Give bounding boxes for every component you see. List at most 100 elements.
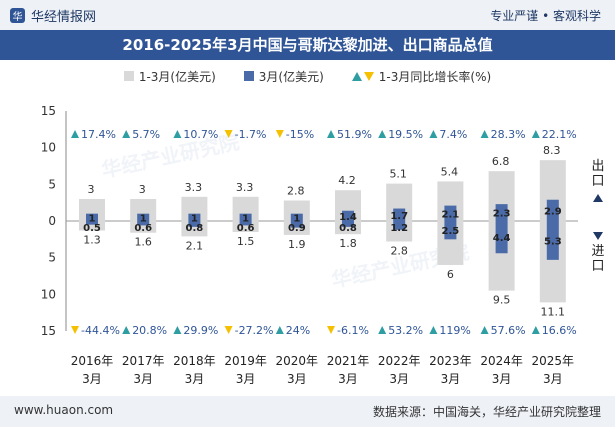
growth-export-label: 19.5%	[388, 128, 423, 141]
bar-import-march	[342, 221, 354, 227]
x-tick-label-year: 2020年	[276, 354, 319, 368]
legend-swatch-dark	[243, 71, 254, 81]
x-tick-label-year: 2024年	[480, 354, 523, 368]
x-tick-label-year: 2022年	[378, 354, 421, 368]
legend-cumulative-label: 1-3月(亿美元)	[138, 69, 216, 84]
label-import-cumulative: 1.5	[237, 235, 255, 248]
label-import-march: 0.6	[134, 223, 152, 234]
label-import-cumulative: 1.8	[339, 237, 357, 250]
label-import-march: 0.6	[237, 223, 255, 234]
label-import-cumulative: 6	[447, 268, 454, 281]
x-tick-label-year: 2025年	[532, 354, 575, 368]
bar-export-cumulative	[130, 199, 157, 221]
label-import-march: 0.8	[339, 223, 357, 234]
label-import-march: 0.9	[288, 223, 306, 234]
label-import-march: 4.4	[493, 233, 511, 244]
growth-export-label: -1.7%	[235, 128, 267, 141]
growth-up-icon	[531, 326, 540, 334]
label-export-march: 1	[242, 213, 249, 224]
bar-import-cumulative	[386, 221, 413, 242]
label-export-march: 1	[89, 213, 96, 224]
label-export-cumulative: 5.1	[389, 168, 407, 181]
growth-import-label: -27.2%	[235, 324, 274, 337]
export-arrow-up-icon	[593, 194, 603, 202]
x-tick-label-month: 3月	[389, 372, 409, 386]
chart-title: 2016-2025年3月中国与哥斯达黎加进、出口商品总值	[0, 30, 615, 60]
bar-import-cumulative	[232, 221, 259, 232]
legend-growth-label: 1-3月同比增长率(%)	[378, 69, 492, 84]
growth-export-label: 51.9%	[337, 128, 372, 141]
x-tick-label-year: 2019年	[224, 354, 267, 368]
growth-up-icon	[173, 130, 182, 138]
label-export-cumulative: 2.8	[287, 184, 305, 197]
legend-march: 3月(亿美元)	[243, 68, 324, 85]
growth-down-icon	[71, 326, 79, 334]
import-arrow-down-icon	[593, 232, 603, 240]
bar-import-march	[546, 221, 559, 260]
bar-import-march	[239, 221, 252, 226]
growth-up-icon	[480, 130, 489, 138]
growth-export-label: 7.4%	[439, 128, 467, 141]
label-export-march: 2.1	[442, 209, 460, 220]
growth-import-label: -44.4%	[81, 324, 120, 337]
top-bar: 华 华经情报网 专业严谨 • 客观科学	[0, 0, 615, 30]
growth-export-label: -15%	[286, 128, 314, 141]
growth-down-icon	[275, 130, 284, 138]
label-import-cumulative: 1.3	[83, 234, 101, 247]
x-tick-label-month: 3月	[133, 372, 153, 386]
x-tick-label-year: 2021年	[327, 354, 370, 368]
label-import-cumulative: 1.9	[288, 238, 306, 251]
growth-up-icon	[122, 130, 131, 138]
side-label-export-char: 口	[591, 174, 604, 189]
bar-import-march	[444, 221, 457, 240]
legend-cumulative: 1-3月(亿美元)	[123, 68, 216, 85]
y-tick-label: 0	[48, 214, 56, 228]
x-tick-label-month: 3月	[82, 372, 102, 386]
label-import-march: 2.5	[442, 226, 460, 237]
bar-import-cumulative	[130, 221, 157, 233]
growth-import-label: 16.6%	[542, 324, 577, 337]
growth-up-icon	[429, 130, 438, 138]
label-export-march: 1.4	[339, 212, 357, 223]
bar-export-march	[393, 208, 406, 221]
bar-export-cumulative	[283, 200, 310, 221]
legend-growth: 1-3月同比增长率(%)	[351, 68, 492, 85]
legend-swatch-light	[123, 71, 134, 81]
y-tick-label: 5	[48, 177, 56, 191]
growth-import-label: 24%	[286, 324, 310, 337]
growth-export-label: 10.7%	[183, 128, 218, 141]
site-name: 华经情报网	[31, 9, 97, 25]
bar-export-cumulative	[79, 199, 105, 221]
label-import-cumulative: 11.1	[541, 305, 566, 318]
logo-icon: 华	[10, 7, 25, 23]
label-import-cumulative: 2.1	[186, 239, 204, 252]
side-label-import-char: 进	[591, 244, 604, 259]
side-label-export-char: 出	[591, 159, 604, 174]
label-export-cumulative: 3	[88, 183, 95, 196]
bar-import-march	[495, 221, 508, 254]
label-export-march: 1	[293, 213, 300, 224]
legend-march-label: 3月(亿美元)	[258, 69, 324, 84]
brand[interactable]: 华 华经情报网	[10, 6, 97, 25]
footer-website[interactable]: www.huaon.com	[14, 403, 114, 417]
bar-export-march	[342, 210, 354, 221]
x-tick-label-year: 2017年	[122, 354, 165, 368]
label-import-march: 5.3	[544, 236, 562, 247]
x-tick-label-month: 3月	[287, 372, 307, 386]
label-import-march: 0.5	[83, 223, 101, 234]
growth-down-icon	[327, 326, 335, 334]
growth-import-label: 53.2%	[388, 324, 423, 337]
growth-import-label: -6.1%	[337, 324, 369, 337]
y-tick-label: 5	[48, 251, 56, 265]
growth-up-icon	[275, 326, 284, 334]
tagline: 专业严谨 • 客观科学	[490, 9, 601, 23]
growth-up-icon	[173, 326, 182, 334]
label-import-march: 1.2	[390, 223, 408, 234]
label-export-cumulative: 3	[139, 183, 146, 196]
growth-up-icon	[327, 130, 335, 138]
x-tick-label-year: 2016年	[71, 354, 114, 368]
label-import-march: 0.8	[186, 223, 204, 234]
label-export-cumulative: 6.8	[492, 155, 510, 168]
bar-export-march	[137, 213, 150, 221]
chart-legend: 1-3月(亿美元) 3月(亿美元) 1-3月同比增长率(%)	[0, 66, 615, 86]
